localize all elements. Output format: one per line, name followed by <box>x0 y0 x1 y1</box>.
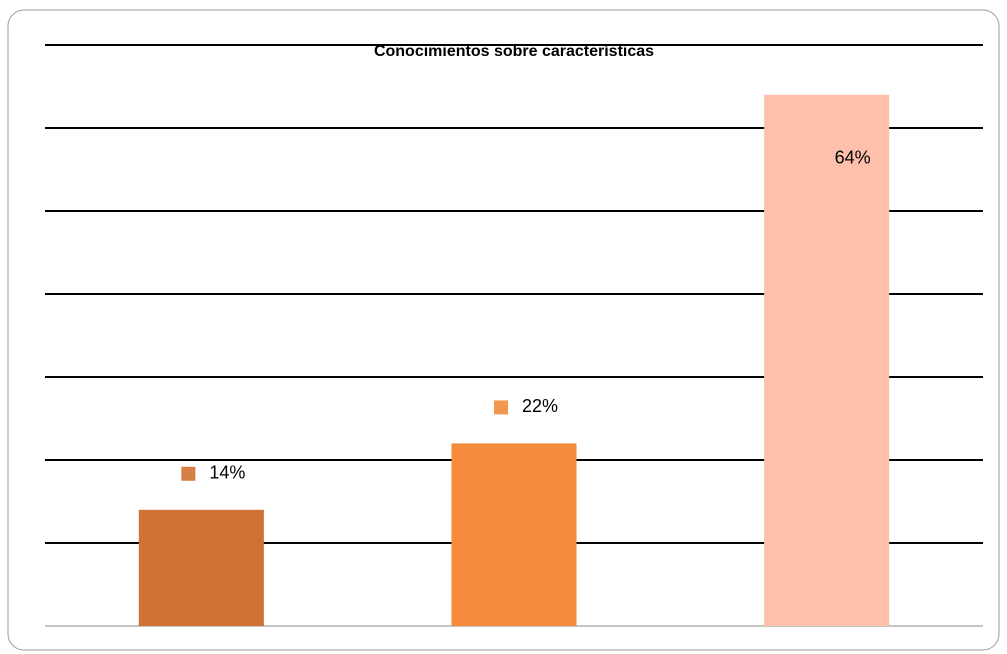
data-label-key <box>494 400 508 415</box>
data-label-key <box>181 466 196 481</box>
marks: 14% 22% 64% <box>138 94 890 627</box>
bar <box>451 443 577 626</box>
chart-border <box>7 9 1000 651</box>
data-label: 64% <box>835 148 871 168</box>
chart-title: Conocimientos sobre características <box>374 43 654 60</box>
data-label-key <box>806 151 821 166</box>
data-label: 14% <box>209 463 245 483</box>
data-label: 22% <box>522 396 558 416</box>
bar <box>764 94 890 627</box>
bar <box>138 509 264 626</box>
